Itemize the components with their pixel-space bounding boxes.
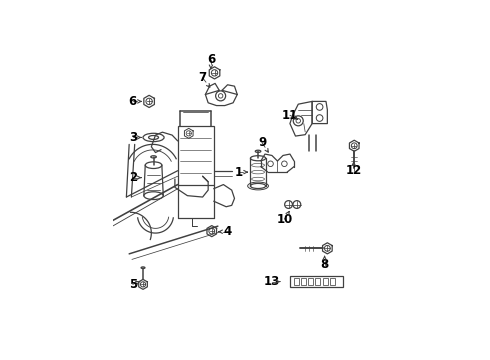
Text: 1: 1	[235, 166, 243, 179]
Text: 5: 5	[129, 278, 137, 291]
Text: 3: 3	[129, 131, 137, 144]
Bar	[316, 278, 320, 285]
Bar	[301, 278, 306, 285]
Bar	[308, 278, 313, 285]
Text: 2: 2	[129, 171, 137, 184]
Text: 7: 7	[198, 71, 207, 84]
Text: 6: 6	[129, 95, 137, 108]
Text: 13: 13	[264, 275, 280, 288]
Bar	[322, 278, 328, 285]
Text: 9: 9	[258, 136, 267, 149]
Text: 4: 4	[223, 225, 232, 238]
Bar	[294, 278, 299, 285]
Text: 10: 10	[276, 213, 293, 226]
Bar	[290, 276, 343, 287]
Bar	[178, 126, 214, 185]
Text: 8: 8	[320, 258, 329, 271]
Text: 11: 11	[282, 109, 298, 122]
Text: 12: 12	[345, 164, 362, 177]
Bar	[330, 278, 335, 285]
Text: 6: 6	[207, 53, 215, 66]
